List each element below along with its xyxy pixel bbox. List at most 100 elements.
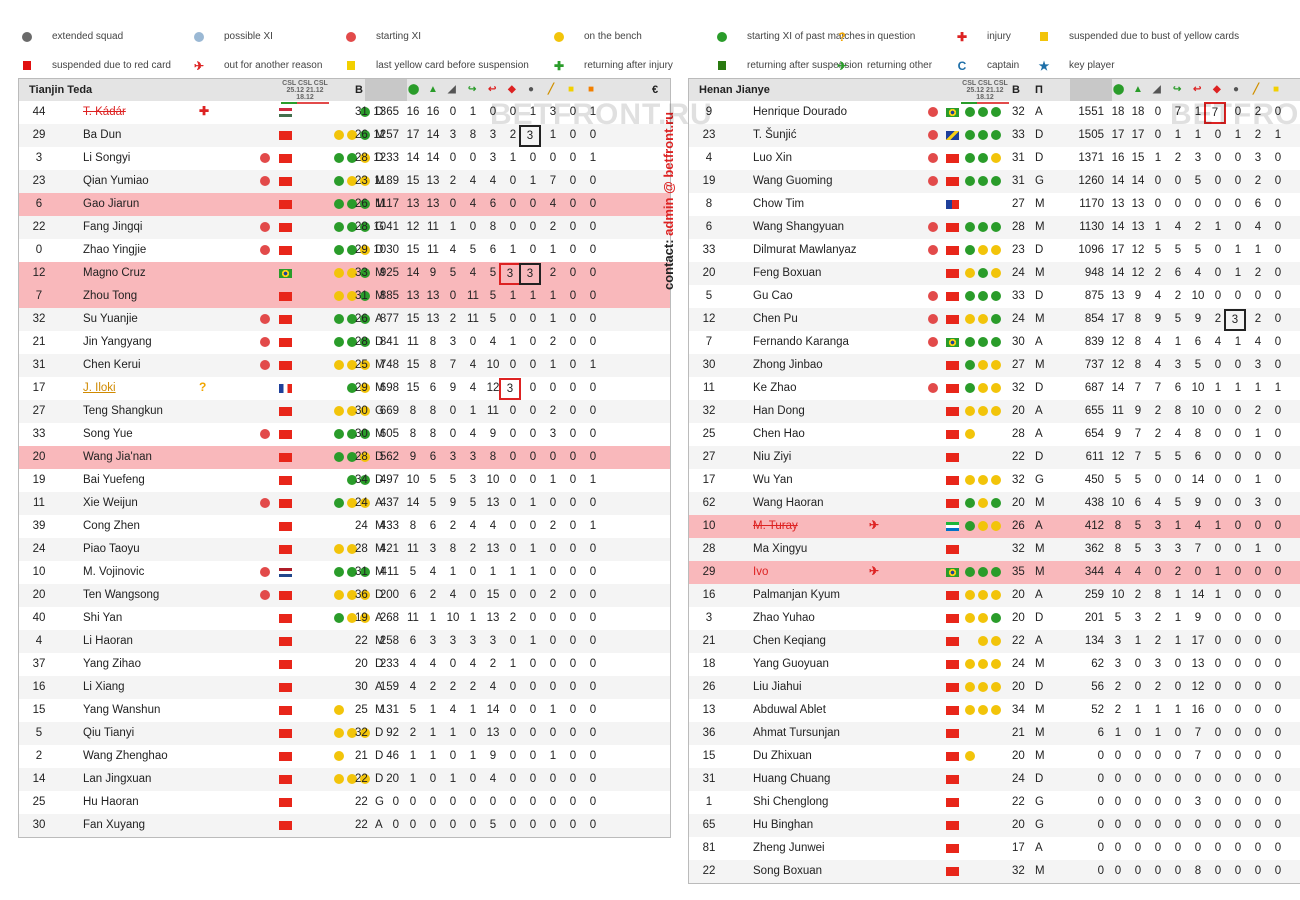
- player-name[interactable]: Shi Chenglong: [753, 796, 829, 808]
- player-row[interactable]: 65 Hu Binghan 20 G 0 0 0 0 0 0 0 0 0 0: [689, 814, 1300, 837]
- player-row[interactable]: 16 Palmanjan Kyum 20 A 259 10 2 8 1 14 1 0 0 0: [689, 584, 1300, 607]
- player-row[interactable]: 4 Luo Xin 31 D 1371 16 15 1 2 3 0 0 3 0: [689, 147, 1300, 170]
- player-name[interactable]: Su Yuanjie: [83, 313, 138, 325]
- player-row[interactable]: 62 Wang Haoran 20 M 438 10 6 4 5 9 0 0 3 0: [689, 492, 1300, 515]
- player-row[interactable]: 37 Yang Zihao 20 D 233 4 4 0 4 2 1 0 0 0 0: [19, 653, 670, 676]
- player-row[interactable]: 17 Wu Yan 32 G 450 5 5 0 0 14 0 0 1 0: [689, 469, 1300, 492]
- player-row[interactable]: 30 Zhong Jinbao 27 M 737 12 8 4 3 5 0 0 3 0: [689, 354, 1300, 377]
- player-name[interactable]: Ba Dun: [83, 129, 122, 141]
- player-row[interactable]: 14 Lan Jingxuan 22 D 20 1 0 1 0 4 0 0 0 0 0: [19, 768, 670, 791]
- player-name[interactable]: Song Boxuan: [753, 865, 823, 877]
- player-name[interactable]: Chow Tim: [753, 198, 805, 210]
- player-name[interactable]: Piao Taoyu: [83, 543, 140, 555]
- player-row[interactable]: 31 Huang Chuang 24 D 0 0 0 0 0 0 0 0 0 0: [689, 768, 1300, 791]
- player-name[interactable]: Bai Yuefeng: [83, 474, 145, 486]
- player-row[interactable]: 11 Ke Zhao 32 D 687 14 7 7 6 10 1 1 1 1: [689, 377, 1300, 400]
- player-name[interactable]: Chen Hao: [753, 428, 805, 440]
- player-name[interactable]: Ahmat Tursunjan: [753, 727, 840, 739]
- player-name[interactable]: Yang Zihao: [83, 658, 141, 670]
- player-row[interactable]: 31 Chen Kerui 25 M 748 15 8 7 4 10 0 0 1 0 1: [19, 354, 670, 377]
- player-name[interactable]: Ke Zhao: [753, 382, 797, 394]
- player-row[interactable]: 20 Wang Jia'nan 28 D 562 9 6 3 3 8 0 0 0 0 0: [19, 446, 670, 469]
- player-row[interactable]: 6 Gao Jiarun 26 M 1117 13 13 0 4 6 0 0 4 0 0: [19, 193, 670, 216]
- player-name[interactable]: T. Šunjić: [753, 129, 797, 141]
- player-name[interactable]: Wang Shangyuan: [753, 221, 845, 233]
- player-name[interactable]: Xie Weijun: [83, 497, 138, 509]
- player-name[interactable]: Qiu Tianyi: [83, 727, 135, 739]
- player-name[interactable]: Dilmurat Mawlanyaz: [753, 244, 857, 256]
- player-row[interactable]: 23 T. Šunjić 33 D 1505 17 17 0 1 1 0 1 2 1: [689, 124, 1300, 147]
- player-row[interactable]: 5 Gu Cao 33 D 875 13 9 4 2 10 0 0 0 0: [689, 285, 1300, 308]
- player-row[interactable]: 4 Li Haoran 22 M 258 6 3 3 3 3 0 1 0 0 0: [19, 630, 670, 653]
- player-name[interactable]: Fernando Karanga: [753, 336, 849, 348]
- player-row[interactable]: 33 Dilmurat Mawlanyaz 23 D 1096 17 12 5 5 5 0 1 1 0: [689, 239, 1300, 262]
- player-row[interactable]: 8 Chow Tim 27 M 1170 13 13 0 0 0 0 0 6 0: [689, 193, 1300, 216]
- player-row[interactable]: 20 Feng Boxuan 24 M 948 14 12 2 6 4 0 1 2 0: [689, 262, 1300, 285]
- player-row[interactable]: 81 Zheng Junwei 17 A 0 0 0 0 0 0 0 0 0 0: [689, 837, 1300, 860]
- player-row[interactable]: 20 Ten Wangsong 36 D 200 6 2 4 0 15 0 0 2 0 0: [19, 584, 670, 607]
- player-row[interactable]: 10 M. Turay ✈ 26 A 412 8 5 3 1 4 1 0 0 0: [689, 515, 1300, 538]
- player-name[interactable]: Hu Haoran: [83, 796, 139, 808]
- player-name[interactable]: Wang Guoming: [753, 175, 833, 187]
- player-row[interactable]: 12 Magno Cruz 33 M 925 14 9 5 4 5 3 3 2 0 0: [19, 262, 670, 285]
- player-row[interactable]: 15 Yang Wanshun 25 M 131 5 1 4 1 14 0 0 1 0 0: [19, 699, 670, 722]
- player-row[interactable]: 0 Zhao Yingjie 29 D 1030 15 11 4 5 6 1 0 1 0 0: [19, 239, 670, 262]
- player-name[interactable]: Jin Yangyang: [83, 336, 152, 348]
- player-row[interactable]: 25 Chen Hao 28 A 654 9 7 2 4 8 0 0 1 0: [689, 423, 1300, 446]
- player-name[interactable]: Du Zhixuan: [753, 750, 812, 762]
- player-name[interactable]: Chen Kerui: [83, 359, 141, 371]
- player-row[interactable]: 5 Qiu Tianyi 32 D 92 2 1 1 0 13 0 0 0 0 0: [19, 722, 670, 745]
- player-row[interactable]: 19 Bai Yuefeng 34 D 497 10 5 5 3 10 0 0 1 0 1: [19, 469, 670, 492]
- player-name[interactable]: T. Kádár: [83, 106, 126, 118]
- player-name[interactable]: Wu Yan: [753, 474, 793, 486]
- player-row[interactable]: 32 Han Dong 20 A 655 11 9 2 8 10 0 0 2 0: [689, 400, 1300, 423]
- player-row[interactable]: 39 Cong Zhen 24 M 433 8 6 2 4 4 0 0 2 0 1: [19, 515, 670, 538]
- player-name[interactable]: Fan Xuyang: [83, 819, 146, 831]
- player-name[interactable]: Wang Haoran: [753, 497, 824, 509]
- player-name[interactable]: Yang Wanshun: [83, 704, 161, 716]
- player-row[interactable]: 26 Liu Jiahui 20 D 56 2 0 2 0 12 0 0 0 0: [689, 676, 1300, 699]
- player-name[interactable]: Yang Guoyuan: [753, 658, 829, 670]
- player-name[interactable]: Chen Pu: [753, 313, 798, 325]
- player-name[interactable]: Niu Ziyi: [753, 451, 792, 463]
- player-name[interactable]: Zhao Yuhao: [753, 612, 815, 624]
- player-name[interactable]: Li Haoran: [83, 635, 133, 647]
- player-name[interactable]: Gu Cao: [753, 290, 793, 302]
- player-row[interactable]: 9 Henrique Dourado 32 A 1551 18 18 0 7 1 7 0 2 0: [689, 101, 1300, 124]
- player-row[interactable]: 18 Yang Guoyuan 24 M 62 3 0 3 0 13 0 0 0 0: [689, 653, 1300, 676]
- player-row[interactable]: 22 Fang Jingqi 28 G 1041 12 11 1 0 8 0 0 2 0 0: [19, 216, 670, 239]
- player-name[interactable]: Gao Jiarun: [83, 198, 140, 210]
- player-name[interactable]: Song Yue: [83, 428, 133, 440]
- player-row[interactable]: 36 Ahmat Tursunjan 21 M 6 1 0 1 0 7 0 0 0 0: [689, 722, 1300, 745]
- player-name[interactable]: Hu Binghan: [753, 819, 814, 831]
- player-row[interactable]: 24 Piao Taoyu 28 M 421 11 3 8 2 13 0 1 0 0 0: [19, 538, 670, 561]
- player-row[interactable]: 1 Shi Chenglong 22 G 0 0 0 0 0 3 0 0 0 0: [689, 791, 1300, 814]
- player-row[interactable]: 6 Wang Shangyuan 28 M 1130 14 13 1 4 2 1 0 4 0: [689, 216, 1300, 239]
- player-row[interactable]: 25 Hu Haoran 22 G 0 0 0 0 0 0 0 0 0 0 0: [19, 791, 670, 814]
- player-row[interactable]: 11 Xie Weijun 24 A 437 14 5 9 5 13 0 1 0 0 0: [19, 492, 670, 515]
- player-row[interactable]: 29 Ba Dun 26 M 1257 17 14 3 8 3 2 3 1 0 0: [19, 124, 670, 147]
- player-row[interactable]: 12 Chen Pu 24 M 854 17 8 9 5 9 2 3 2 0: [689, 308, 1300, 331]
- player-name[interactable]: Chen Keqiang: [753, 635, 826, 647]
- player-row[interactable]: 33 Song Yue 30 M 605 8 8 0 4 9 0 0 3 0 0: [19, 423, 670, 446]
- player-row[interactable]: 22 Song Boxuan 32 M 0 0 0 0 0 8 0 0 0 0: [689, 860, 1300, 883]
- player-name[interactable]: Han Dong: [753, 405, 805, 417]
- player-row[interactable]: 21 Chen Keqiang 22 A 134 3 1 2 1 17 0 0 0 0: [689, 630, 1300, 653]
- player-row[interactable]: 30 Fan Xuyang 22 A 0 0 0 0 0 5 0 0 0 0 0: [19, 814, 670, 837]
- player-row[interactable]: 2 Wang Zhenghao 21 D 46 1 1 0 1 9 0 0 1 0 0: [19, 745, 670, 768]
- player-name[interactable]: Qian Yumiao: [83, 175, 149, 187]
- player-name[interactable]: Palmanjan Kyum: [753, 589, 840, 601]
- player-row[interactable]: 7 Fernando Karanga 30 A 839 12 8 4 1 6 4 1 4 0: [689, 331, 1300, 354]
- player-name[interactable]: Luo Xin: [753, 152, 793, 164]
- player-name[interactable]: Zhou Tong: [83, 290, 138, 302]
- player-name[interactable]: Zheng Junwei: [753, 842, 825, 854]
- player-row[interactable]: 15 Du Zhixuan 20 M 0 0 0 0 0 7 0 0 0 0: [689, 745, 1300, 768]
- player-name[interactable]: Ivo: [753, 566, 769, 578]
- player-name[interactable]: Cong Zhen: [83, 520, 140, 532]
- player-row[interactable]: 16 Li Xiang 30 A 159 4 2 2 2 4 0 0 0 0 0: [19, 676, 670, 699]
- player-name[interactable]: Zhao Yingjie: [83, 244, 147, 256]
- player-name[interactable]: Lan Jingxuan: [83, 773, 152, 785]
- player-name[interactable]: Wang Jia'nan: [83, 451, 152, 463]
- player-row[interactable]: 29 Ivo ✈ 35 M 344 4 4 0 2 0 1 0 0 0: [689, 561, 1300, 584]
- player-name[interactable]: Shi Yan: [83, 612, 123, 624]
